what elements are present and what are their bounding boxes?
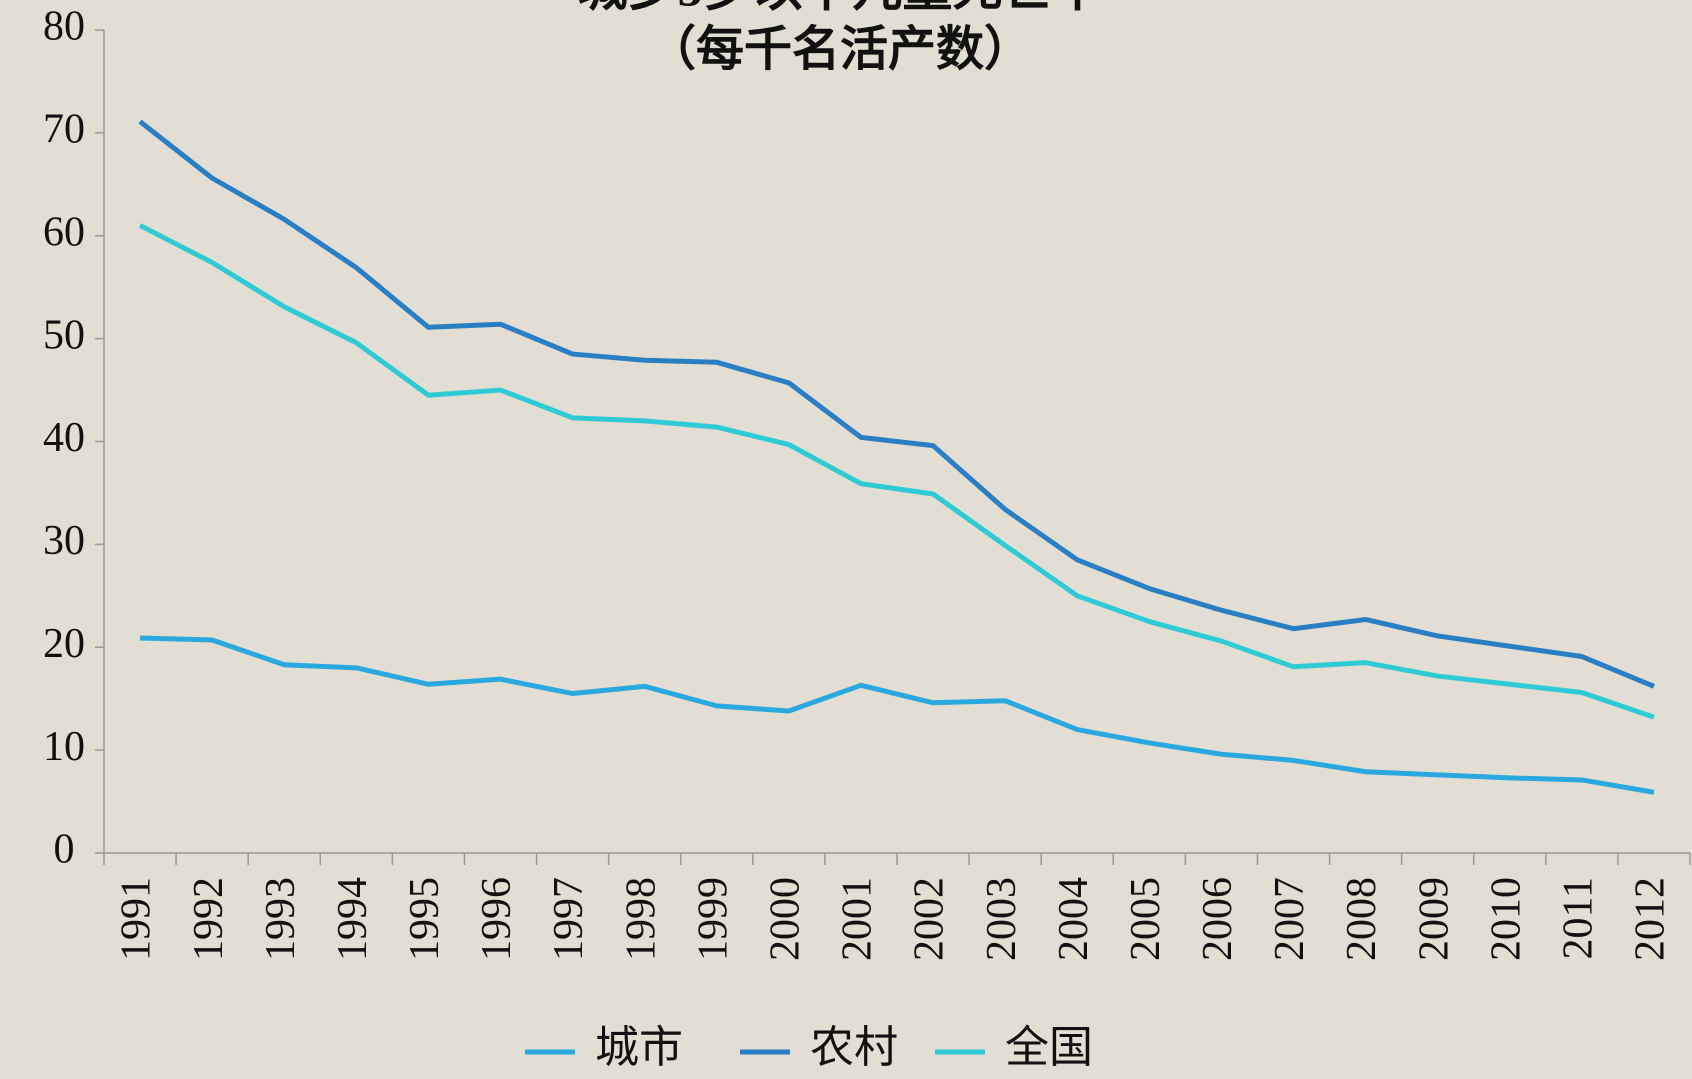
x-tick-label: 2008 <box>1339 877 1385 961</box>
y-tick-label: 50 <box>43 312 85 358</box>
x-tick-label: 1992 <box>186 877 232 961</box>
y-tick-label: 10 <box>43 724 85 770</box>
x-tick-label: 1998 <box>618 877 664 961</box>
x-tick-label: 2001 <box>835 877 881 961</box>
legend-label: 城市 <box>595 1023 683 1072</box>
x-tick-label: 2007 <box>1267 877 1313 961</box>
x-tick-label: 2000 <box>763 877 809 961</box>
y-tick-label: 60 <box>43 209 85 255</box>
x-tick-label: 2004 <box>1051 877 1097 961</box>
x-tick-label: 2010 <box>1483 877 1529 961</box>
x-tick-label: 2012 <box>1628 877 1674 961</box>
legend-label: 全国 <box>1005 1023 1093 1072</box>
line-series <box>138 119 1655 689</box>
x-tick-label: 2011 <box>1556 877 1602 959</box>
line-series <box>139 635 1655 795</box>
y-tick-label: 40 <box>43 415 85 461</box>
y-tick-label: 20 <box>43 621 85 667</box>
x-tick-label: 2002 <box>907 877 953 961</box>
x-tick-label: 2006 <box>1195 877 1241 961</box>
x-tick-label: 2009 <box>1411 877 1457 961</box>
x-tick-label: 1993 <box>258 877 304 961</box>
y-tick-label: 30 <box>43 518 85 564</box>
x-tick-label: 2003 <box>979 877 1025 961</box>
x-tick-label: 1991 <box>114 877 160 961</box>
x-tick-label: 1997 <box>546 877 592 961</box>
legend-label: 农村 <box>810 1023 898 1072</box>
x-tick-label: 1994 <box>330 877 376 961</box>
y-tick-label: 0 <box>54 827 75 873</box>
x-tick-label: 1996 <box>474 877 520 961</box>
y-tick-label: 80 <box>43 4 85 50</box>
line-series <box>138 223 1655 720</box>
x-tick-label: 1999 <box>690 877 736 961</box>
chart-title: 城乡5岁以下儿童死亡率 <box>578 0 1103 16</box>
y-tick-label: 70 <box>43 107 85 153</box>
chart-subtitle: （每千名活产数） <box>648 23 1032 76</box>
x-tick-label: 1995 <box>402 877 448 961</box>
x-tick-label: 2005 <box>1123 877 1169 961</box>
